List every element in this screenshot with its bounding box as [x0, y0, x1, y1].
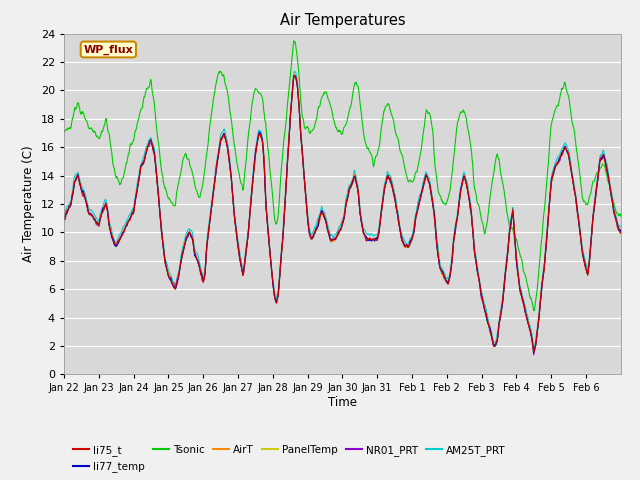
Title: Air Temperatures: Air Temperatures [280, 13, 405, 28]
Text: WP_flux: WP_flux [83, 44, 133, 55]
Legend: li75_t, li77_temp, Tsonic, AirT, PanelTemp, NR01_PRT, AM25T_PRT: li75_t, li77_temp, Tsonic, AirT, PanelTe… [69, 441, 509, 476]
Y-axis label: Air Temperature (C): Air Temperature (C) [22, 146, 35, 262]
X-axis label: Time: Time [328, 396, 357, 409]
